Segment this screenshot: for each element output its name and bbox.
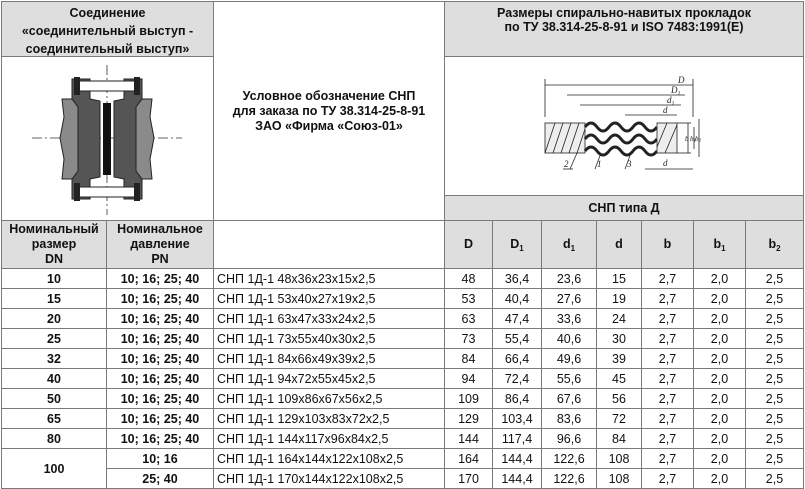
- dimensions-title: Размеры спирально-навитых прокладок по Т…: [444, 1, 804, 57]
- svg-text:b1: b1: [690, 135, 696, 144]
- connection-title: Соединение «соединительный выступ - соед…: [1, 1, 214, 57]
- gasket-section-drawing: D D1 d1 d: [444, 56, 804, 196]
- flange-icon: [32, 64, 182, 215]
- col-dn: Номинальный размер DN: [1, 220, 107, 269]
- col-b1: b1: [693, 220, 746, 269]
- table-row: 25 10; 16; 25; 40 СНП 1Д-1 73х55х40х30х2,5…: [1, 328, 804, 349]
- col-d1: d1: [541, 220, 597, 269]
- svg-text:d: d: [663, 105, 668, 115]
- svg-text:d: d: [663, 158, 668, 168]
- table-row: 20 10; 16; 25; 40 СНП 1Д-1 63х47х33х24х2,5…: [1, 308, 804, 329]
- col-D: D: [444, 220, 493, 269]
- table-row: 80 10; 16; 25; 40 СНП 1Д-1 144х117х96х84х2…: [1, 428, 804, 449]
- gasket-section-icon: D D1 d1 d: [544, 75, 702, 170]
- table-row: 25; 40 СНП 1Д-1 170х144х122х108х2,5 170 144…: [2, 468, 804, 489]
- svg-text:3: 3: [626, 159, 632, 169]
- col-D1: D1: [492, 220, 542, 269]
- svg-text:d1: d1: [667, 95, 675, 107]
- svg-text:D1: D1: [670, 85, 681, 97]
- table-row: 40 10; 16; 25; 40 СНП 1Д-1 94х72х55х45х2,5…: [1, 368, 804, 389]
- svg-text:b2: b2: [695, 135, 702, 144]
- flange-connection-drawing: [1, 56, 214, 221]
- svg-text:D: D: [677, 75, 685, 85]
- table-row: 10 10; 16; 25; 40 СНП 1Д-1 48х36х23х15х2,5…: [1, 268, 804, 289]
- table-row: 100 10; 16 СНП 1Д-1 164х144х122х108х2,5 164…: [1, 448, 804, 489]
- col-designation-spacer: [213, 220, 445, 269]
- table-row: 32 10; 16; 25; 40 СНП 1Д-1 84х66х49х39х2,5…: [1, 348, 804, 369]
- table-row: 50 10; 16; 25; 40 СНП 1Д-1 109х86х67х56х2,…: [1, 388, 804, 409]
- col-b2: b2: [745, 220, 804, 269]
- col-b: b: [641, 220, 694, 269]
- table-row: 65 10; 16; 25; 40 СНП 1Д-1 129х103х83х72х2…: [1, 408, 804, 429]
- gasket-type-label: СНП типа Д: [444, 195, 804, 221]
- col-d: d: [596, 220, 642, 269]
- svg-text:b: b: [685, 135, 689, 143]
- col-pn: Номинальное давление PN: [106, 220, 214, 269]
- table-row: 15 10; 16; 25; 40 СНП 1Д-1 53х40х27х19х2,5…: [1, 288, 804, 309]
- svg-text:2: 2: [564, 159, 569, 169]
- designation-title: Условное обозначение СНП для заказа по Т…: [213, 1, 445, 221]
- svg-text:1: 1: [597, 159, 602, 169]
- table-body: 10 10; 16; 25; 40 СНП 1Д-1 48х36х23х15х2,5…: [1, 268, 804, 489]
